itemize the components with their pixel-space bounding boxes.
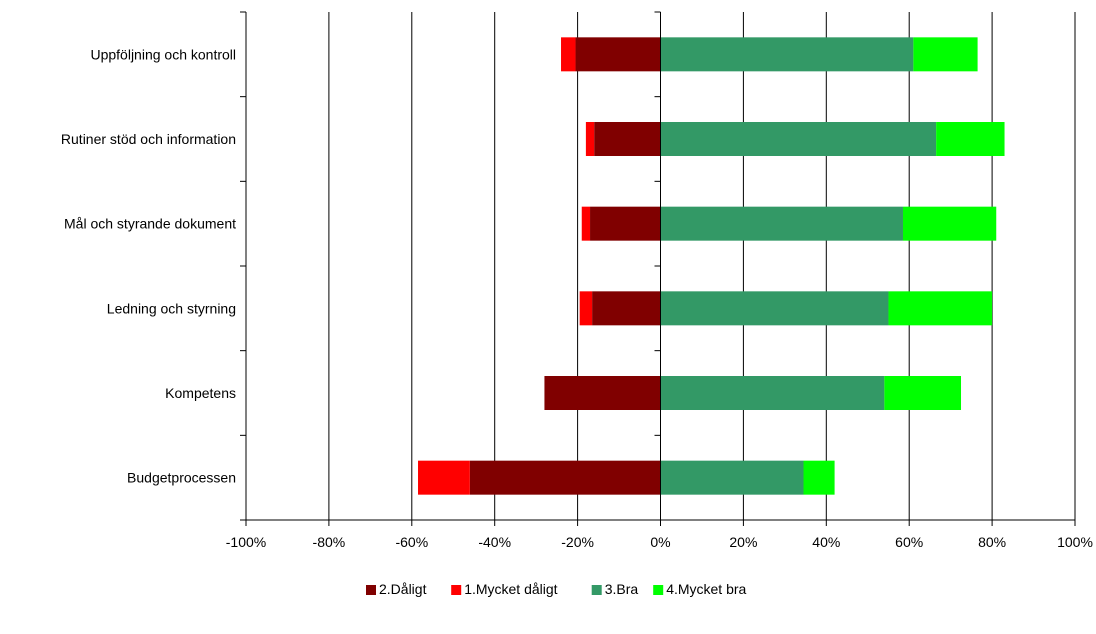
gridlines	[245, 12, 1076, 520]
legend-label-2: 1.Mycket dåligt	[464, 581, 557, 597]
bar-4-6	[803, 460, 835, 495]
bar-2-3	[581, 206, 591, 241]
bar-2-1	[561, 37, 576, 72]
category-label-4: Ledning och styrning	[107, 300, 236, 316]
bars	[418, 37, 1005, 495]
x-tick-label-4: -20%	[561, 534, 594, 550]
bar-2-4	[579, 291, 593, 326]
x-tick-label-2: -60%	[395, 534, 428, 550]
x-tick-label-3: -40%	[478, 534, 511, 550]
bar-1-5	[544, 376, 661, 410]
bar-3-1	[660, 37, 914, 72]
bar-4-5	[884, 376, 962, 410]
bar-4-3	[902, 206, 997, 241]
category-label-2: Rutiner stöd och information	[61, 131, 236, 147]
category-label-5: Kompetens	[165, 385, 236, 401]
x-tick-label-0: -100%	[226, 534, 266, 550]
legend-label-1: 2.Dåligt	[379, 581, 427, 597]
bar-3-3	[660, 206, 903, 241]
legend-label-4: 4.Mycket bra	[666, 581, 746, 597]
bar-3-5	[660, 376, 885, 410]
bar-4-2	[936, 122, 1005, 156]
legend-swatch-1	[366, 585, 376, 595]
bar-4-4	[888, 291, 993, 326]
x-tick-label-8: 60%	[895, 534, 923, 550]
category-label-3: Mål och styrande dokument	[64, 216, 236, 232]
legend-swatch-2	[451, 585, 462, 595]
x-tick-label-5: 0%	[650, 534, 670, 550]
axes: -100% -80% -60% -40% -20% 0% 20% 40% 60% 80% 100% U…	[61, 11, 1093, 550]
x-tick-label-1: -80%	[313, 534, 346, 550]
x-tick-label-6: 20%	[729, 534, 757, 550]
legend-swatch-3	[591, 585, 602, 595]
bar-1-6	[469, 460, 661, 495]
bar-1-3	[590, 206, 661, 241]
x-tick-label-7: 40%	[812, 534, 840, 550]
bar-2-2	[585, 122, 595, 156]
x-tick-label-10: 100%	[1057, 534, 1093, 550]
bar-1-4	[592, 291, 661, 326]
category-label-6: Budgetprocessen	[127, 470, 236, 486]
bar-1-2	[594, 122, 661, 156]
category-label-1: Uppföljning och kontroll	[90, 46, 236, 62]
bar-3-6	[660, 460, 804, 495]
x-tick-label-9: 80%	[978, 534, 1006, 550]
legend-swatch-4	[653, 585, 664, 595]
bar-3-2	[660, 122, 937, 156]
legend-label-3: 3.Bra	[605, 581, 639, 597]
bar-3-4	[660, 291, 889, 326]
bar-1-1	[575, 37, 661, 72]
bar-2-6	[418, 460, 470, 495]
bar-4-1	[913, 37, 978, 72]
legend: 2.Dåligt 1.Mycket dåligt 3.Bra 4.Mycket bra	[366, 581, 747, 597]
